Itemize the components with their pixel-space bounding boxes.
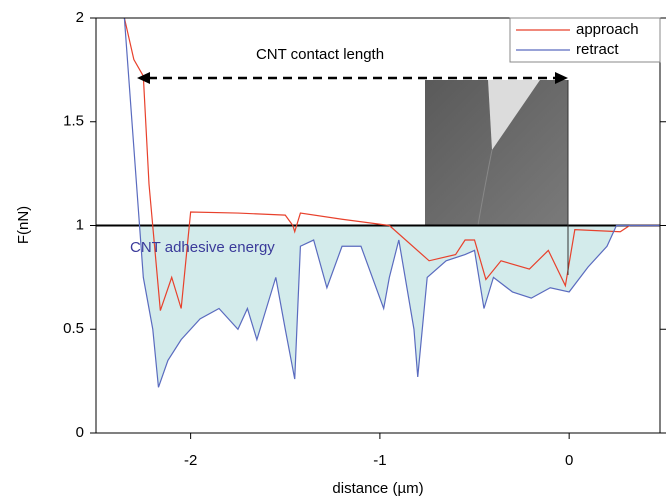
legend-label: approach xyxy=(576,21,639,38)
adhesion-area xyxy=(124,225,660,388)
arrow-head xyxy=(137,72,150,84)
y-tick-label: 1 xyxy=(76,216,84,233)
y-tick-label: 0.5 xyxy=(63,320,84,337)
x-tick-label: -1 xyxy=(373,452,386,469)
inset-image xyxy=(425,80,568,226)
y-axis-label: F(nN) xyxy=(15,206,32,244)
x-tick-label: 0 xyxy=(565,452,573,469)
legend-label: retract xyxy=(576,41,619,58)
annotation: CNT contact length xyxy=(256,46,384,63)
series-line xyxy=(123,18,660,388)
inset-tip xyxy=(488,80,540,150)
series-line xyxy=(123,18,660,311)
arrow-head xyxy=(555,72,568,84)
y-tick-label: 1.5 xyxy=(63,113,84,130)
annotation: CNT adhesive energy xyxy=(130,239,275,256)
inset-tube xyxy=(477,149,493,226)
x-tick-label: -2 xyxy=(184,452,197,469)
legend-box xyxy=(509,17,661,63)
x-axis-label: distance (µm) xyxy=(332,480,423,497)
y-tick-label: 0 xyxy=(76,424,84,441)
y-tick-label: 2 xyxy=(76,9,84,26)
